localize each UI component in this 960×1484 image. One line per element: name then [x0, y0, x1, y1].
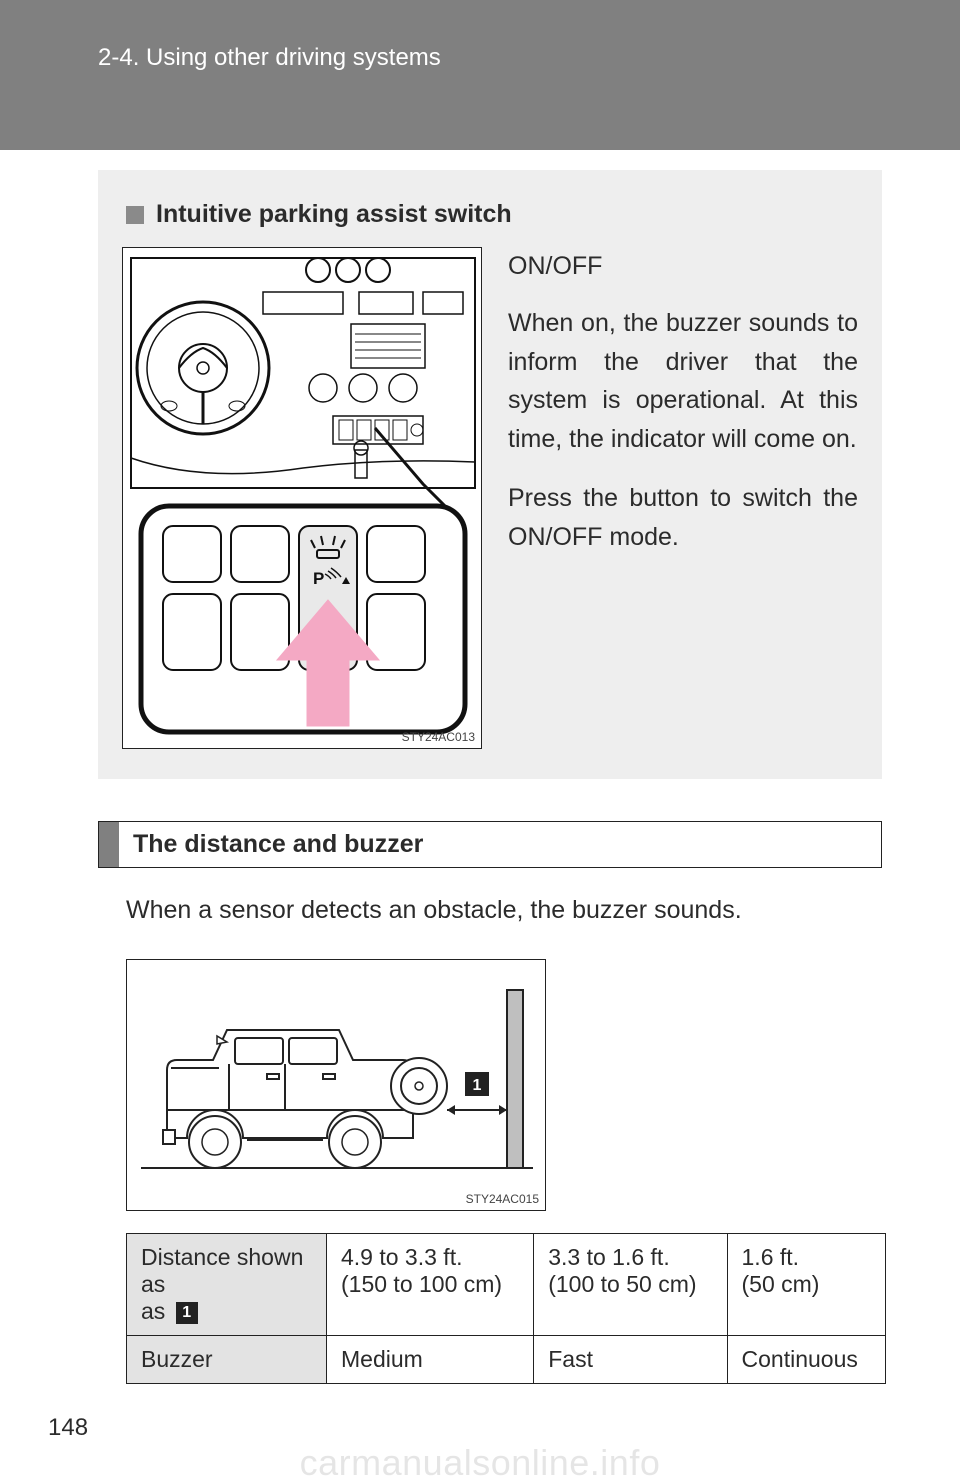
table-cell: Fast	[534, 1336, 727, 1384]
page-content: Intuitive parking assist switch	[0, 170, 960, 1384]
body-paragraph: When a sensor detects an obstacle, the b…	[126, 896, 882, 925]
section-label: 2-4. Using other driving systems	[98, 44, 960, 72]
dashboard-figure: P STY24AC013	[122, 247, 482, 749]
sub-heading: The distance and buzzer	[119, 822, 437, 867]
table-row2-label-cell: Buzzer	[127, 1336, 327, 1384]
gray-box-para-1: When on, the buzzer sounds to inform the…	[508, 304, 858, 459]
cell-line: (50 cm)	[742, 1271, 820, 1297]
table-cell: 3.3 to 1.6 ft. (100 to 50 cm)	[534, 1234, 727, 1336]
svg-text:P: P	[313, 569, 324, 588]
figure-code: STY24AC013	[402, 730, 475, 744]
marker-icon: 1	[176, 1302, 198, 1324]
table-cell: Medium	[327, 1336, 534, 1384]
cell-line: 1.6 ft.	[742, 1244, 800, 1270]
table-row1-label-cell: Distance shown asas 1	[127, 1234, 327, 1336]
gray-box-text: ON/OFF When on, the buzzer sounds to inf…	[508, 247, 858, 576]
distance-svg: 1	[127, 960, 547, 1210]
page-number: 148	[48, 1414, 88, 1442]
onoff-label: ON/OFF	[508, 247, 858, 286]
intro-gray-box: Intuitive parking assist switch	[98, 170, 882, 779]
distance-table: Distance shown asas 1 4.9 to 3.3 ft. (15…	[126, 1233, 886, 1384]
dashboard-svg: P	[123, 248, 483, 748]
manual-page: 2-4. Using other driving systems Intuiti…	[0, 0, 960, 1484]
gray-box-row: P STY24AC013 ON/OFF When on, the buzzer …	[122, 247, 858, 749]
gray-box-title-text: Intuitive parking assist switch	[156, 200, 512, 229]
table-cell: 4.9 to 3.3 ft. (150 to 100 cm)	[327, 1234, 534, 1336]
distance-figure-code: STY24AC015	[466, 1192, 539, 1206]
square-bullet-icon	[126, 206, 144, 224]
gray-box-para-2: Press the button to switch the ON/OFF mo…	[508, 479, 858, 557]
cell-line: (100 to 50 cm)	[548, 1271, 696, 1297]
distance-figure: 1 STY24AC015	[126, 959, 546, 1211]
cell-line: 3.3 to 1.6 ft.	[548, 1244, 669, 1270]
cell-line: 4.9 to 3.3 ft.	[341, 1244, 462, 1270]
watermark: carmanualsonline.info	[0, 1442, 960, 1484]
cell-line: (150 to 100 cm)	[341, 1271, 502, 1297]
sub-heading-tab	[99, 822, 119, 867]
sub-heading-wrap: The distance and buzzer	[98, 821, 882, 868]
table-cell: Continuous	[727, 1336, 885, 1384]
table-row: Buzzer Medium Fast Continuous	[127, 1336, 886, 1384]
gray-box-title: Intuitive parking assist switch	[126, 200, 858, 229]
table-row: Distance shown asas 1 4.9 to 3.3 ft. (15…	[127, 1234, 886, 1336]
table-cell: 1.6 ft. (50 cm)	[727, 1234, 885, 1336]
page-header-band: 2-4. Using other driving systems	[0, 0, 960, 150]
svg-text:1: 1	[473, 1077, 482, 1094]
